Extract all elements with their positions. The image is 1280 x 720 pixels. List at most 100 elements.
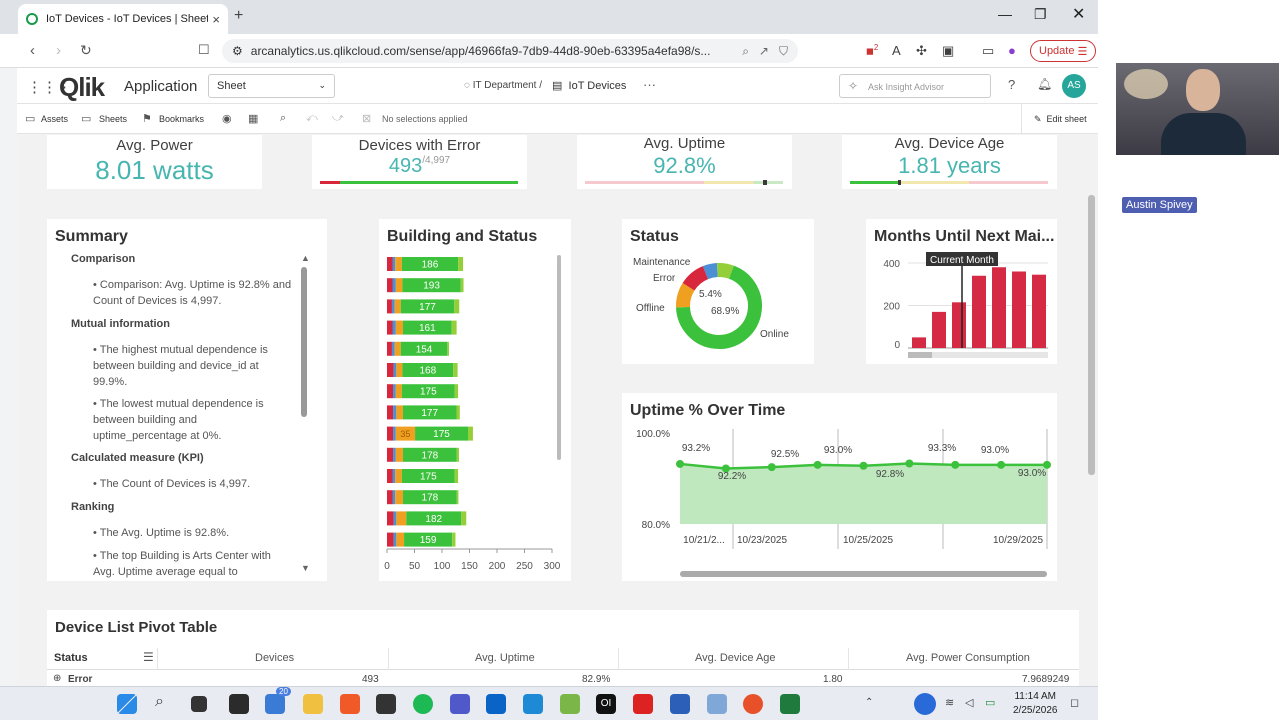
start-icon[interactable] bbox=[117, 694, 137, 714]
close-tab-icon[interactable]: × bbox=[212, 11, 220, 27]
excel-icon[interactable] bbox=[780, 694, 800, 714]
bookmark-icon[interactable]: ☐ bbox=[198, 42, 210, 57]
vscode-icon[interactable] bbox=[523, 694, 543, 714]
edit-sheet-button[interactable]: ✎ Edit sheet bbox=[1021, 104, 1098, 134]
teams-icon[interactable] bbox=[450, 694, 470, 714]
close-window-icon[interactable]: ✕ bbox=[1072, 6, 1086, 23]
browser-tab[interactable]: IoT Devices - IoT Devices | Sheet × bbox=[18, 4, 228, 34]
bar-segment-error bbox=[387, 532, 394, 547]
pivot-table[interactable]: Device List Pivot Table Status ☰ Devices… bbox=[47, 610, 1079, 686]
snipping-icon[interactable] bbox=[707, 694, 727, 714]
wifi-icon[interactable]: ≋ bbox=[945, 697, 955, 709]
reload-icon[interactable]: ↻ bbox=[80, 42, 92, 58]
sheets-button[interactable]: Sheets bbox=[99, 114, 128, 124]
pivot-header[interactable]: Avg. Power Consumption bbox=[906, 652, 1030, 664]
pivot-header[interactable]: Devices bbox=[255, 652, 295, 664]
selection-search-icon[interactable]: ⌕ bbox=[280, 112, 287, 124]
kpi-avg-uptime[interactable]: Avg. Uptime 92.8% bbox=[577, 135, 792, 189]
outlook-icon[interactable] bbox=[486, 694, 506, 714]
x-tick-label: 250 bbox=[516, 561, 533, 572]
sheet-select[interactable]: Sheet ⌄ bbox=[208, 74, 335, 98]
scroll-down-icon[interactable]: ▼ bbox=[301, 563, 310, 573]
update-button[interactable]: Update ☰ bbox=[1030, 40, 1097, 62]
bar-segment-other bbox=[458, 257, 464, 271]
battery-icon[interactable]: ▭ bbox=[985, 697, 996, 709]
help-icon[interactable]: ? bbox=[1008, 77, 1016, 92]
breadcrumb-app[interactable]: ▤ IoT Devices bbox=[552, 80, 627, 92]
months-chart[interactable]: Months Until Next Mai... 400 200 0 Current … bbox=[866, 219, 1057, 364]
brave-shield-icon[interactable]: ⛉ bbox=[778, 43, 788, 58]
eye-icon[interactable]: ◉ bbox=[222, 113, 232, 125]
step-forward-icon[interactable]: ⤻ bbox=[332, 112, 344, 124]
assets-button[interactable]: Assets bbox=[41, 114, 69, 124]
avatar[interactable]: AS bbox=[1062, 74, 1086, 98]
tray-chevron-icon[interactable]: ⌃ bbox=[865, 697, 874, 708]
clear-selections-icon[interactable]: ⊠ bbox=[362, 113, 372, 125]
spotify-icon[interactable] bbox=[413, 694, 433, 714]
tab-title: IoT Devices - IoT Devices | Sheet bbox=[46, 13, 209, 25]
leo-icon[interactable]: ● bbox=[1008, 43, 1016, 58]
summary-panel[interactable]: Summary Comparison • Comparison: Avg. Up… bbox=[47, 219, 327, 581]
more-options-icon[interactable]: ··· bbox=[643, 77, 656, 92]
chart-app-icon[interactable] bbox=[560, 694, 580, 714]
notification-bell-icon[interactable]: 🔔︎ bbox=[1037, 77, 1053, 91]
system-clock[interactable]: 11:14 AM 2/25/2026 bbox=[1013, 691, 1058, 716]
sheet-scrollbar[interactable] bbox=[1088, 195, 1095, 475]
qlik-favicon-icon bbox=[26, 13, 38, 25]
extension-a-icon[interactable]: A bbox=[892, 43, 901, 58]
participant-name-badge: Austin Spivey bbox=[1122, 197, 1197, 213]
uptime-point bbox=[859, 461, 868, 470]
new-tab-icon[interactable]: + bbox=[234, 7, 244, 24]
grid-icon[interactable]: ▦ bbox=[248, 113, 259, 125]
breadcrumb-space[interactable]: ◌ IT Department / bbox=[464, 80, 543, 91]
notification-center-icon[interactable]: ◻ bbox=[1070, 697, 1080, 709]
kpi-avg-power[interactable]: Avg. Power 8.01 watts bbox=[47, 135, 262, 189]
donut-slice-maintenance bbox=[702, 263, 718, 280]
task-view-icon[interactable] bbox=[191, 696, 207, 712]
file-explorer-icon[interactable] bbox=[303, 694, 323, 714]
pivot-menu-icon[interactable]: ☰ bbox=[143, 650, 154, 664]
restore-icon[interactable]: ❐ bbox=[1034, 6, 1047, 22]
status-chart[interactable]: Status Maintenance Error Offline Online 5.4%… bbox=[622, 219, 814, 364]
minimize-icon[interactable]: — bbox=[998, 6, 1012, 22]
todo-icon[interactable] bbox=[265, 694, 285, 714]
step-back-icon[interactable]: ⤺ bbox=[306, 112, 318, 124]
firefox-icon[interactable] bbox=[743, 694, 763, 714]
pivot-row[interactable]: ⊕ Error 493 82.9% 1.80 7.9689249 bbox=[47, 671, 1079, 686]
volume-icon[interactable]: ◁ bbox=[965, 697, 974, 709]
kpi-devices-with-error[interactable]: Devices with Error 493/4,997 bbox=[312, 135, 527, 189]
qlik-logo[interactable]: Qlik bbox=[59, 72, 105, 102]
site-info-icon[interactable]: ⚙ bbox=[232, 44, 243, 58]
kpi-avg-device-age[interactable]: Avg. Device Age 1.81 years bbox=[842, 135, 1057, 189]
expand-icon[interactable]: ⊕ bbox=[53, 673, 62, 684]
scroll-up-icon[interactable]: ▲ bbox=[301, 253, 310, 263]
building-status-chart[interactable]: Building and Status 186 193 177 161 154 168 17… bbox=[379, 219, 571, 581]
forward-icon[interactable]: › bbox=[56, 42, 61, 59]
acrobat-icon[interactable] bbox=[633, 694, 653, 714]
pivot-header[interactable]: Status bbox=[54, 652, 88, 664]
wallet-icon[interactable]: ▭ bbox=[982, 43, 995, 58]
zoom-icon[interactable]: ⌕ bbox=[742, 43, 749, 58]
brave-icon[interactable] bbox=[340, 694, 360, 714]
bar-label: 193 bbox=[423, 281, 440, 292]
microphone-icon[interactable] bbox=[914, 693, 936, 715]
donut-slice-other bbox=[717, 263, 734, 279]
url-field[interactable]: ⚙ arcanalytics.us.qlikcloud.com/sense/ap… bbox=[222, 39, 798, 63]
ollama-icon[interactable]: OI bbox=[596, 694, 616, 714]
terminal-icon[interactable] bbox=[376, 694, 396, 714]
media-icon[interactable]: ▣ bbox=[942, 43, 955, 58]
back-icon[interactable]: ‹ bbox=[30, 42, 35, 59]
word-icon[interactable] bbox=[670, 694, 690, 714]
insight-advisor-search[interactable]: ✧ Ask Insight Advisor bbox=[839, 74, 991, 98]
pivot-header[interactable]: Avg. Device Age bbox=[695, 652, 776, 664]
extensions-icon[interactable]: ✣ bbox=[916, 43, 927, 58]
uptime-chart[interactable]: Uptime % Over Time 100.0% 80.0% 93.2% 92.2%… bbox=[622, 393, 1057, 581]
search-icon[interactable]: ⌕ bbox=[155, 693, 164, 710]
share-icon[interactable]: ↗ bbox=[758, 44, 769, 58]
summary-scrollbar[interactable] bbox=[301, 267, 307, 417]
app-grid-icon[interactable]: ⋮⋮⋮ bbox=[27, 79, 72, 96]
bookmarks-button[interactable]: Bookmarks bbox=[159, 114, 205, 124]
extension-badge-icon[interactable]: ■2 bbox=[866, 43, 879, 59]
widgets-icon[interactable] bbox=[229, 694, 249, 714]
pivot-header[interactable]: Avg. Uptime bbox=[475, 652, 535, 664]
